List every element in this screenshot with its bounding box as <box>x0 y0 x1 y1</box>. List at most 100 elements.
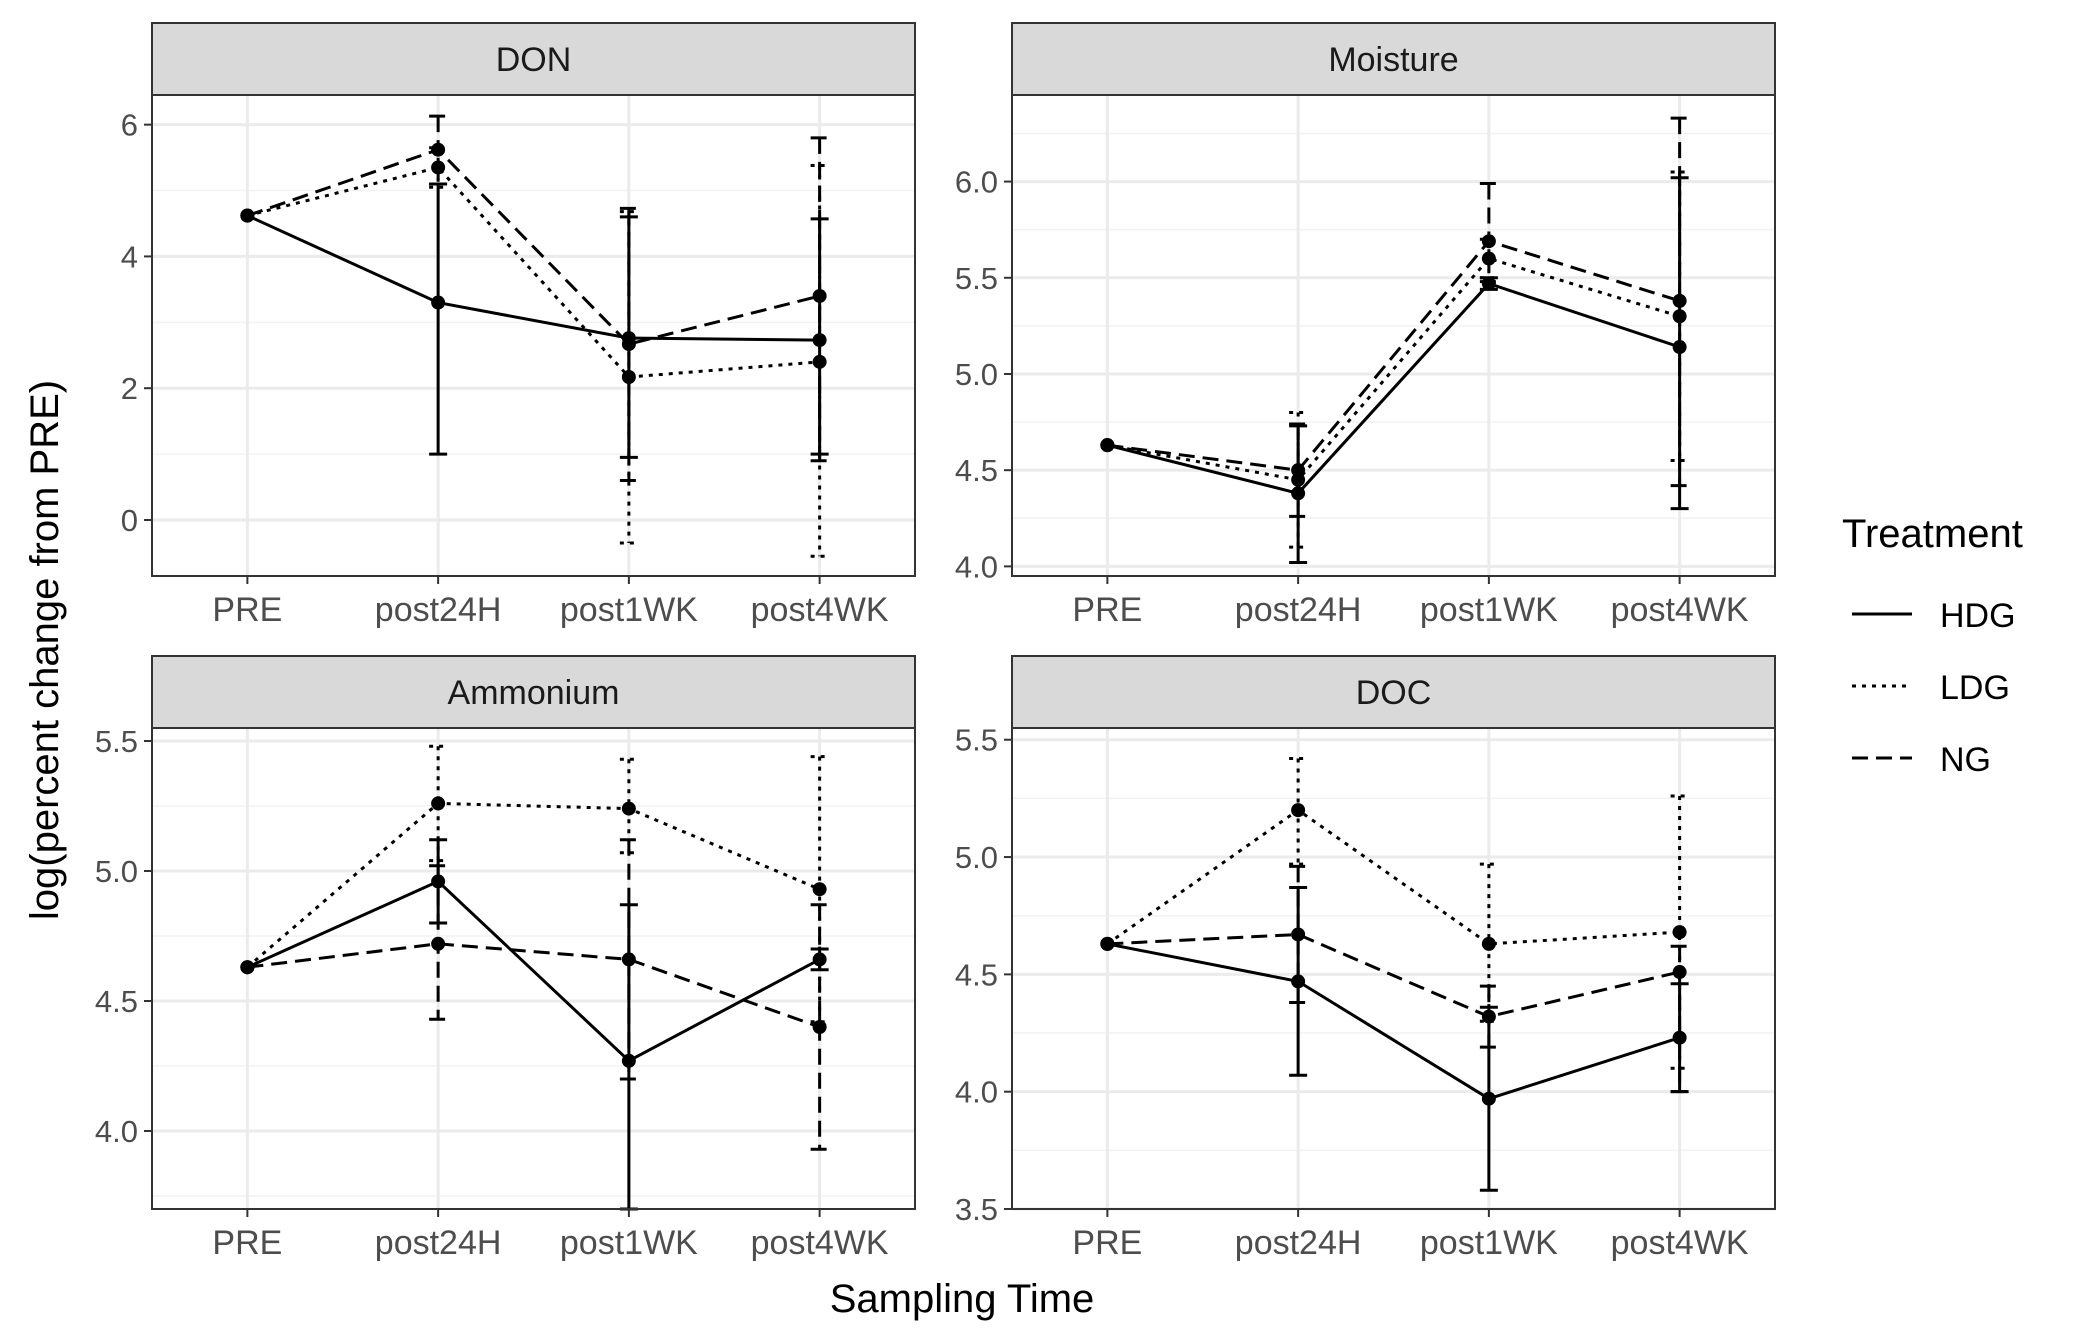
data-point-ng-ammonium <box>240 960 255 975</box>
y-tick-label-moisture: 6.0 <box>955 165 998 200</box>
x-tick-label-ammonium: post1WK <box>560 1224 698 1262</box>
legend: Treatment HDG LDG NG <box>1842 512 2023 779</box>
panel-bg-ammonium <box>152 728 915 1209</box>
data-point-ng-don <box>621 337 636 352</box>
x-tick-label-doc: post24H <box>1235 1224 1362 1262</box>
x-tick-label-doc: PRE <box>1072 1224 1142 1262</box>
data-point-hdg-doc <box>1291 974 1306 989</box>
y-tick-label-moisture: 5.0 <box>955 357 998 392</box>
y-tick-label-doc: 3.5 <box>955 1192 998 1227</box>
data-point-ng-doc <box>1100 936 1115 951</box>
data-point-hdg-moisture <box>1481 276 1496 291</box>
data-point-ldg-ammonium <box>621 801 636 816</box>
legend-label-ldg: LDG <box>1940 669 2010 707</box>
panel-bg-doc <box>1012 728 1775 1209</box>
series-line-hdg-don <box>246 214 820 342</box>
legend-item-hdg: HDG <box>1852 597 2016 635</box>
series-line-hdg-moisture <box>1107 281 1681 495</box>
data-point-ldg-ammonium <box>812 882 827 897</box>
panel-bg-moisture <box>1012 95 1775 576</box>
data-point-ng-ammonium <box>812 1020 827 1034</box>
error-bar-ldg-doc <box>1670 794 1689 1070</box>
x-axis-title: Sampling Time <box>830 1277 1095 1321</box>
data-point-ng-moisture <box>1291 463 1306 478</box>
data-point-ldg-doc <box>1481 936 1496 951</box>
data-point-ldg-doc <box>1291 803 1306 818</box>
x-tick-label-ammonium: PRE <box>212 1224 282 1262</box>
y-tick-label-don: 2 <box>121 371 138 406</box>
error-bar-ng-don <box>810 136 829 463</box>
x-tick-label-doc: post4WK <box>1611 1224 1749 1262</box>
legend-title: Treatment <box>1842 512 2023 556</box>
strip-doc <box>1011 655 1776 729</box>
x-tick-label-moisture: PRE <box>1072 591 1142 629</box>
y-tick-label-ammonium: 4.0 <box>95 1114 138 1149</box>
data-point-ng-ammonium <box>621 952 636 967</box>
error-bar-ng-ammonium <box>619 838 638 1081</box>
x-tick-label-don: post1WK <box>560 591 698 629</box>
y-tick-label-moisture: 4.5 <box>955 453 998 488</box>
y-tick-label-doc: 5.5 <box>955 723 998 758</box>
y-tick-label-don: 4 <box>121 239 138 274</box>
error-bar-ng-doc <box>1289 864 1308 1005</box>
x-tick-label-don: PRE <box>212 591 282 629</box>
panel-border-doc <box>1011 727 1776 1210</box>
series-line-ng-moisture <box>1107 239 1681 472</box>
y-tick-label-doc: 4.5 <box>955 957 998 992</box>
y-tick-label-doc: 5.0 <box>955 840 998 875</box>
y-tick-label-don: 6 <box>121 108 138 143</box>
y-tick-label-moisture: 5.5 <box>955 261 998 296</box>
error-bar-ldg-ammonium <box>619 757 638 855</box>
y-tick-label-ammonium: 4.5 <box>95 984 138 1019</box>
data-point-ng-ammonium <box>431 936 446 951</box>
data-point-ldg-doc <box>1672 925 1687 940</box>
data-point-ng-don <box>431 142 446 157</box>
data-point-ldg-ammonium <box>431 796 446 811</box>
x-tick-label-don: post4WK <box>751 591 889 629</box>
panel-border-moisture <box>1011 94 1776 577</box>
y-tick-label-moisture: 4.0 <box>955 549 998 584</box>
y-axis-title: log(percent change from PRE) <box>23 380 67 920</box>
series-line-hdg-ammonium <box>246 879 821 1063</box>
data-point-ng-doc <box>1481 1009 1496 1024</box>
y-tick-label-don: 0 <box>121 503 138 538</box>
x-tick-label-ammonium: post24H <box>375 1224 502 1262</box>
series-line-ng-ammonium <box>247 942 821 1029</box>
x-tick-label-don: post24H <box>375 591 502 629</box>
data-point-ng-don <box>240 208 255 223</box>
y-tick-label-ammonium: 5.5 <box>95 724 138 759</box>
panel-bg-don <box>152 95 915 576</box>
x-tick-label-doc: post1WK <box>1420 1224 1558 1262</box>
error-bar-ldg-don <box>619 210 638 545</box>
strip-don <box>151 22 916 96</box>
data-point-ng-moisture <box>1481 234 1496 249</box>
panel-moisture: Moisture 4.0 4.5 5.0 5.5 6.0 PRE post24H post1WK… <box>955 22 1776 629</box>
y-tick-label-doc: 4.0 <box>955 1075 998 1110</box>
data-point-ng-doc <box>1291 927 1306 942</box>
data-point-ng-doc <box>1672 965 1687 980</box>
strip-label-ammonium: Ammonium <box>448 674 620 712</box>
data-point-hdg-don <box>431 295 446 310</box>
data-point-ng-moisture <box>1100 438 1115 453</box>
x-tick-label-moisture: post4WK <box>1611 591 1749 629</box>
x-tick-label-moisture: post1WK <box>1420 591 1558 629</box>
y-tick-label-ammonium: 5.0 <box>95 854 138 889</box>
panel-doc: DOC 3.5 4.0 4.5 5.0 5.5 PRE post24H post1WK post4… <box>955 655 1776 1262</box>
legend-label-ng: NG <box>1940 741 1991 779</box>
error-bar-ng-moisture <box>1289 422 1308 518</box>
strip-label-doc: DOC <box>1356 674 1432 712</box>
series-line-ng-don <box>246 147 820 346</box>
x-tick-label-moisture: post24H <box>1235 591 1362 629</box>
error-bar-ng-don <box>619 206 638 482</box>
error-bar-ldg-don <box>810 164 829 558</box>
strip-moisture <box>1011 22 1776 96</box>
legend-item-ldg: LDG <box>1852 669 2010 707</box>
data-point-hdg-doc <box>1481 1091 1496 1106</box>
panel-border-ammonium <box>151 727 916 1210</box>
panel-border-don <box>151 94 916 577</box>
x-tick-label-ammonium: post4WK <box>751 1224 889 1262</box>
series-line-hdg-doc <box>1107 942 1681 1101</box>
panel-ammonium: Ammonium 4.0 4.5 5.0 5.5 PRE post24H post1WK pos… <box>95 655 916 1262</box>
panel-don: DON 0 2 4 6 PRE post24H post1WK post4WK <box>121 22 916 629</box>
strip-ammonium <box>151 655 916 729</box>
